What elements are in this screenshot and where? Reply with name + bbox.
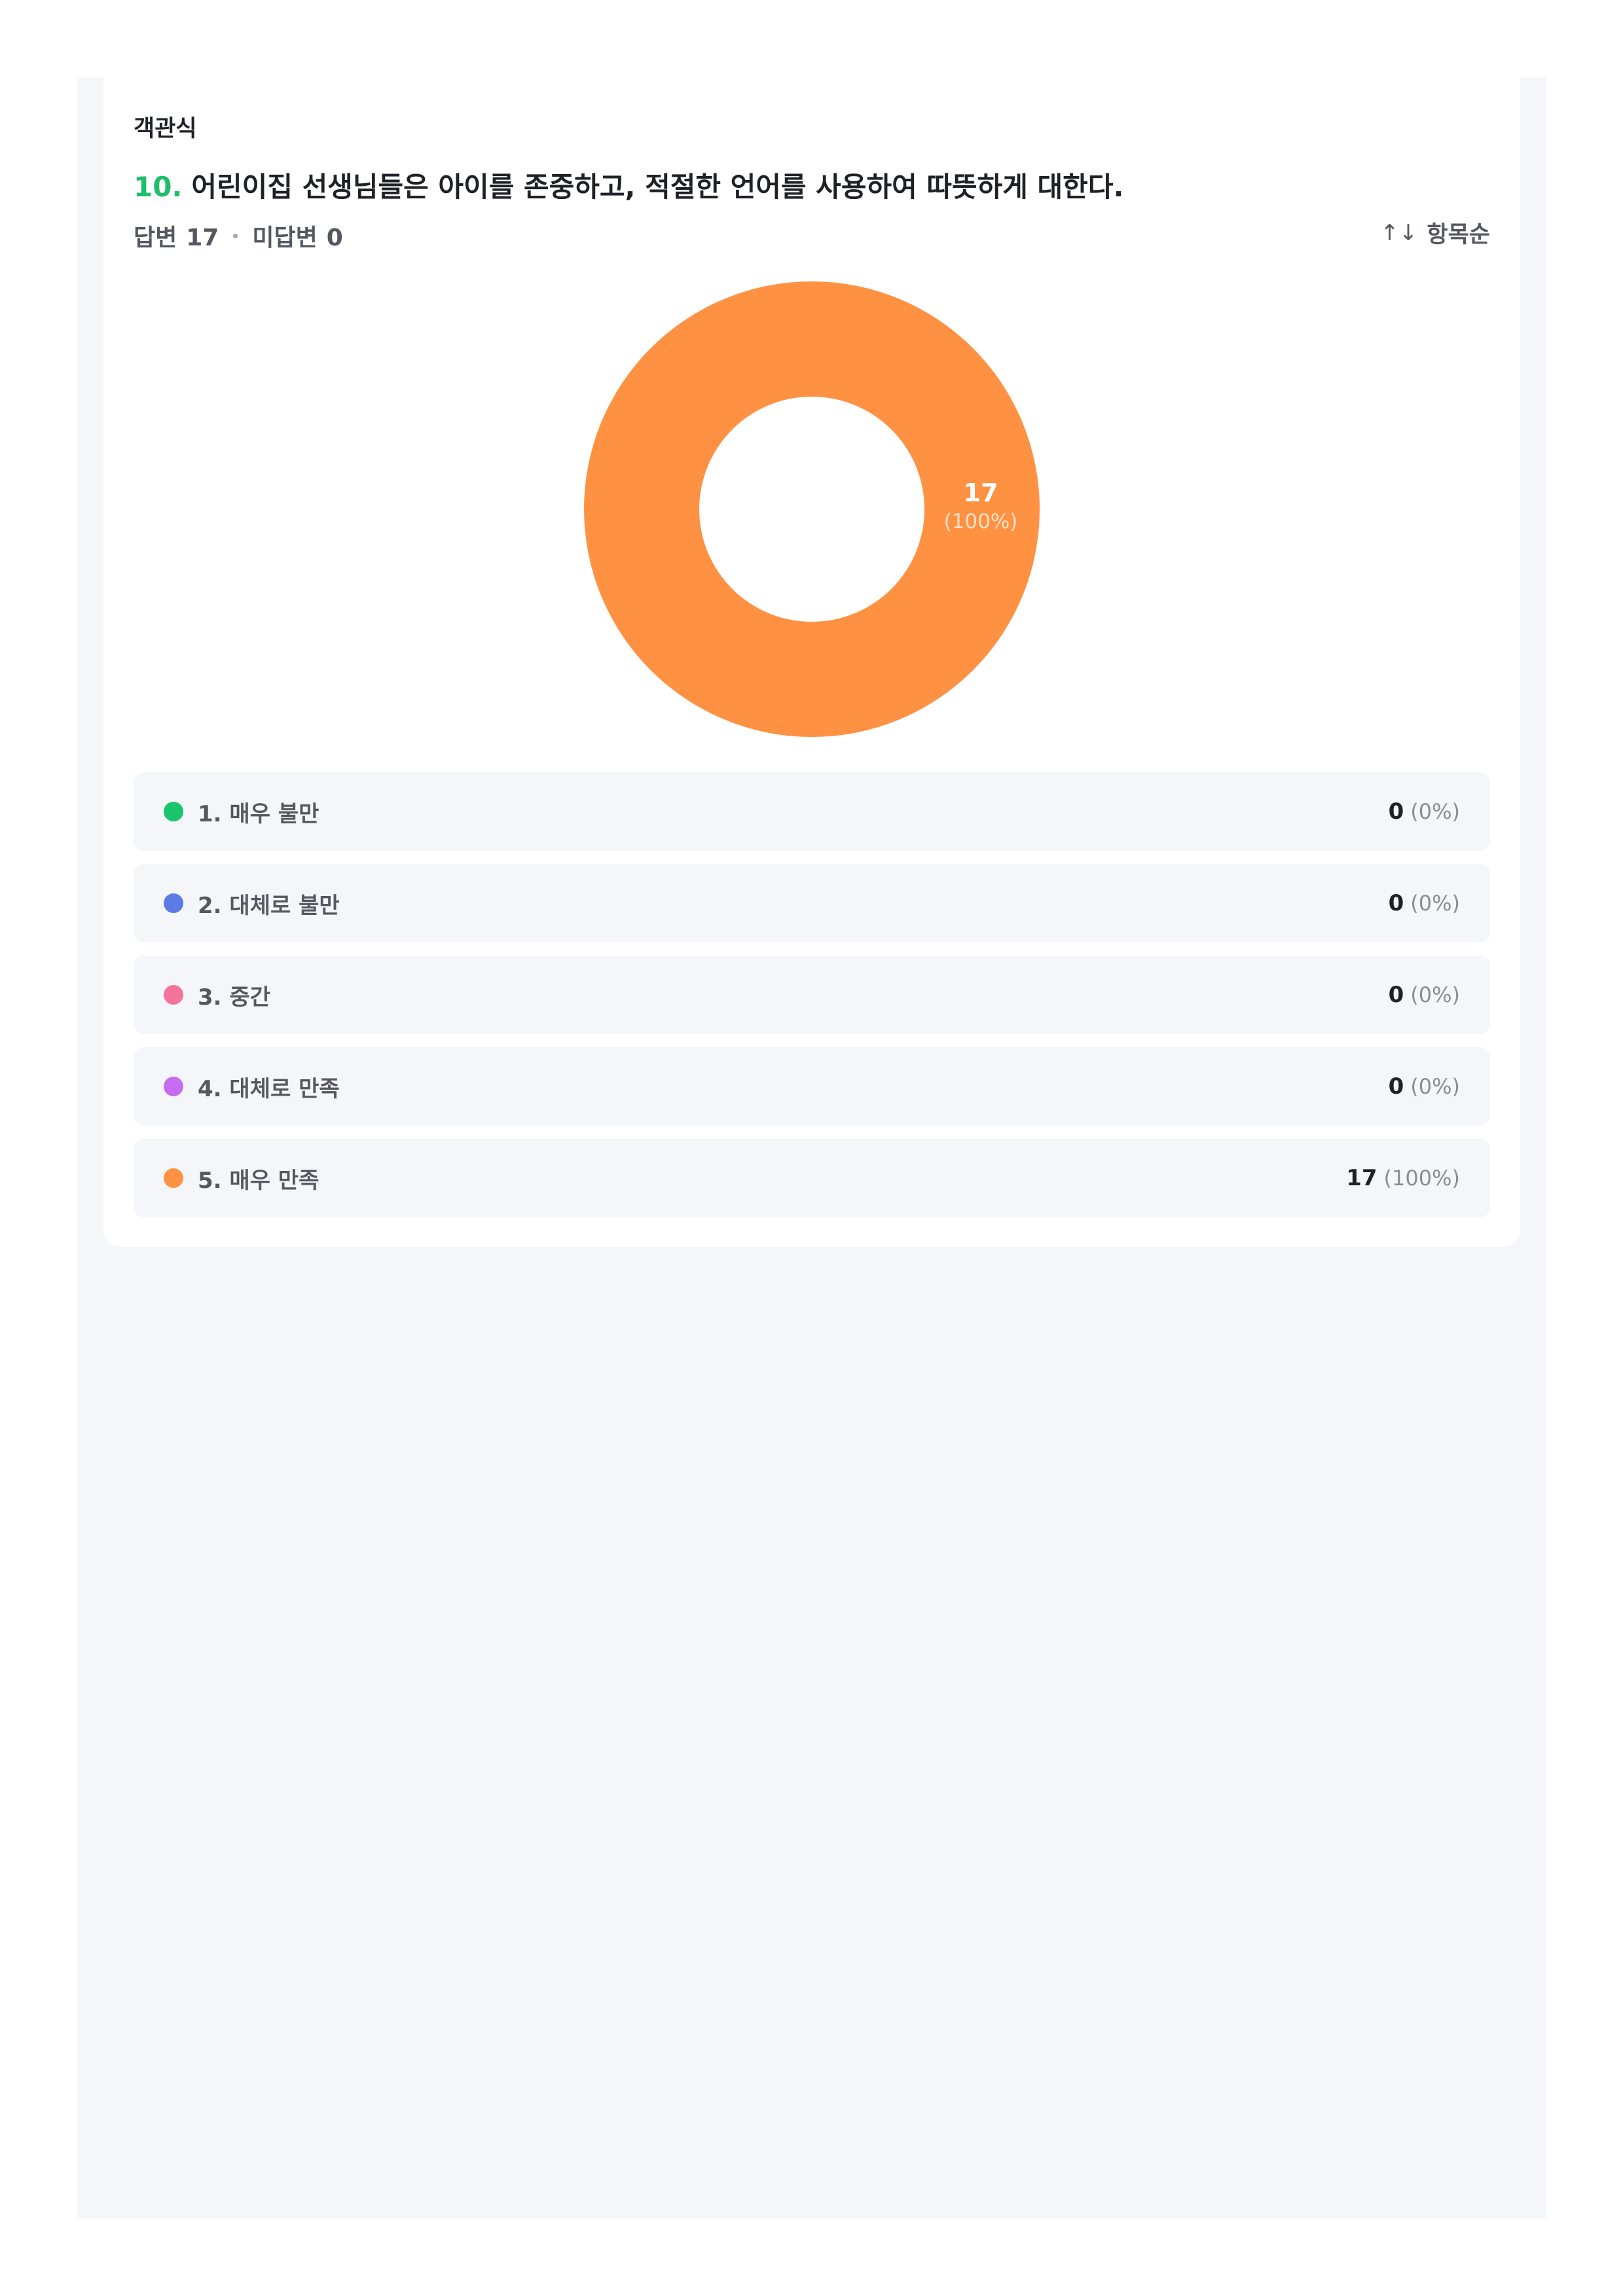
option-row-5: 5. 매우 만족 17 (100%) — [134, 1139, 1490, 1217]
question-title: 10. 어린이집 선생님들은 아이를 존중하고, 적절한 언어를 사용하여 따뜻하… — [134, 165, 1123, 205]
legend-dot-icon — [164, 802, 183, 821]
option-percent: (0%) — [1410, 982, 1460, 1007]
unanswered-label: 미답변 — [252, 224, 318, 251]
option-count: 0 — [1388, 1073, 1404, 1100]
option-count: 0 — [1388, 890, 1404, 916]
question-card: 객관식 10. 어린이집 선생님들은 아이를 존중하고, 적절한 언어를 사용하여… — [103, 77, 1520, 1247]
option-count: 17 — [1346, 1165, 1377, 1191]
option-row-2: 2. 대체로 불만 0 (0%) — [134, 864, 1490, 942]
sort-button[interactable]: ↑↓ 항목순 — [1380, 216, 1490, 249]
option-count: 0 — [1388, 798, 1404, 825]
legend-dot-icon — [164, 985, 183, 1005]
option-label: 1. 매우 불만 — [198, 800, 319, 827]
sort-label: 항목순 — [1427, 222, 1490, 248]
unanswered-count: 0 — [326, 224, 343, 251]
legend-dot-icon — [164, 1077, 183, 1096]
option-percent: (0%) — [1410, 1074, 1460, 1099]
unanswered-stat: 미답변 0 — [252, 219, 342, 253]
option-percent: (100%) — [1383, 1166, 1460, 1191]
option-list: 1. 매우 불만 0 (0%) 2. 대체로 불만 0 (0%) 3. 중간 0… — [134, 772, 1490, 1230]
slice-percent-label: (100%) — [944, 510, 1018, 533]
option-row-1: 1. 매우 불만 0 (0%) — [134, 772, 1490, 851]
answered-count: 17 — [186, 224, 219, 251]
answered-label: 답변 — [134, 224, 177, 251]
question-number: 10. — [134, 171, 183, 203]
donut-chart: 17 (100%) — [584, 281, 1040, 737]
slice-value-label: 17 — [964, 478, 998, 507]
option-row-3: 3. 중간 0 (0%) — [134, 956, 1490, 1034]
option-count: 0 — [1388, 982, 1404, 1008]
option-percent: (0%) — [1410, 799, 1460, 824]
option-label: 4. 대체로 만족 — [198, 1075, 340, 1102]
legend-dot-icon — [164, 893, 183, 913]
response-stats: 답변 17 미답변 0 — [134, 219, 343, 253]
separator-dot — [233, 233, 238, 238]
results-panel: 객관식 10. 어린이집 선생님들은 아이를 존중하고, 적절한 언어를 사용하여… — [77, 77, 1546, 2219]
option-row-4: 4. 대체로 만족 0 (0%) — [134, 1047, 1490, 1126]
option-label: 5. 매우 만족 — [198, 1167, 319, 1194]
answered-stat: 답변 17 — [134, 219, 219, 253]
sort-arrows-icon: ↑↓ — [1380, 219, 1418, 246]
question-type-label: 객관식 — [134, 116, 197, 142]
question-text: 어린이집 선생님들은 아이를 존중하고, 적절한 언어를 사용하여 따뜻하게 대… — [191, 171, 1124, 203]
option-label: 2. 대체로 불만 — [198, 892, 340, 919]
donut-hole — [699, 397, 924, 622]
option-label: 3. 중간 — [198, 984, 270, 1011]
option-percent: (0%) — [1410, 891, 1460, 916]
legend-dot-icon — [164, 1168, 183, 1188]
